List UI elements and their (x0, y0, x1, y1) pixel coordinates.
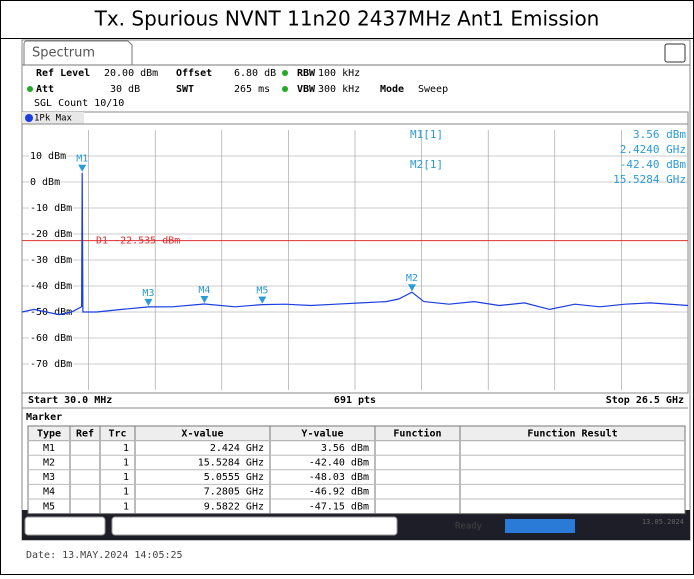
table-cell: M3 (43, 472, 55, 483)
marker (144, 298, 153, 306)
status-state: Ready (455, 522, 483, 532)
y-tick-label: -10 dBm (30, 203, 72, 214)
led (27, 86, 33, 92)
marker (78, 164, 87, 172)
y-tick-label: -30 dBm (30, 255, 72, 266)
status-box (24, 516, 106, 536)
readout-name: M2[1] (410, 158, 443, 171)
table-cell: 1 (123, 472, 129, 483)
table-cell: 5.0555 GHz (204, 472, 264, 483)
setting: SGL Count 10/10 (34, 98, 124, 109)
setting: SWT (176, 84, 194, 95)
table-cell: 1 (123, 458, 129, 469)
table-head: Ref (76, 428, 94, 439)
table-cell: 9.5822 GHz (204, 501, 264, 512)
y-tick-label: -40 dBm (30, 281, 72, 292)
trace-label-bg (22, 112, 84, 124)
setting: 6.80 dB (234, 68, 276, 79)
y-tick-bg (29, 254, 74, 266)
table-head: Trc (108, 428, 126, 439)
table-cell: -47.15 dBm (309, 501, 369, 512)
y-tick-bg (29, 228, 74, 240)
y-tick-bg (29, 202, 74, 214)
readout-y: 3.56 dBm (633, 128, 686, 141)
y-tick-label: 0 dBm (30, 177, 60, 188)
table-head: Function Result (527, 427, 617, 439)
y-tick-bg (29, 332, 74, 344)
setting: VBW (297, 84, 316, 95)
trace-label: 1Pk Max (34, 114, 73, 124)
marker-label: M4 (198, 285, 210, 296)
readout-name: M1[1] (410, 128, 443, 141)
setting: 100 kHz (318, 68, 360, 79)
led (282, 70, 288, 76)
y-tick-bg (29, 306, 74, 318)
progress (505, 519, 575, 533)
setting: Offset (176, 68, 212, 79)
y-tick-label: -70 dBm (30, 359, 72, 370)
readout-y: -42.40 dBm (620, 158, 687, 171)
table-cell: 1 (123, 443, 129, 454)
table-cell: 2.424 GHz (210, 443, 264, 454)
table-cell: 15.5284 GHz (198, 458, 264, 469)
marker (407, 284, 416, 292)
table-head: Type (37, 428, 61, 439)
readout-x: 2.4240 GHz (620, 143, 686, 156)
setting: 265 ms (234, 84, 270, 95)
y-tick-bg (29, 358, 74, 370)
footer-points: 691 pts (334, 395, 376, 406)
table-title: Marker (26, 412, 62, 423)
marker (200, 295, 209, 303)
setting: RBW (297, 68, 316, 79)
y-tick-bg (29, 280, 74, 292)
marker-label: M5 (256, 286, 268, 297)
icon[interactable] (664, 43, 686, 63)
table-cell: M4 (43, 487, 55, 498)
footer-stop: Stop 26.5 GHz (606, 395, 684, 406)
marker (258, 296, 267, 304)
marker-label: M1 (76, 154, 88, 165)
table-cell: -42.40 dBm (309, 458, 369, 469)
y-tick-label: -60 dBm (30, 333, 72, 344)
y-tick-label: 10 dBm (30, 151, 66, 162)
table-head: Function (393, 427, 441, 439)
status-date: 13.05.2024 (642, 518, 684, 526)
table-cell: 3.56 dBm (321, 443, 369, 454)
table-cell: M2 (43, 458, 55, 469)
plot-frame (21, 111, 689, 394)
setting: 300 kHz (318, 84, 360, 95)
marker-label: M3 (142, 288, 154, 299)
setting: 20.00 dBm (104, 68, 158, 79)
setting: Mode (380, 84, 404, 95)
table-head: X-value (181, 428, 223, 439)
marker-label: M2 (406, 273, 418, 284)
table-cell: M1 (43, 443, 55, 454)
table-cell: -46.92 dBm (309, 487, 369, 498)
y-tick-bg (29, 176, 62, 188)
y-tick-label: -20 dBm (30, 229, 72, 240)
table-head: Y-value (301, 428, 343, 439)
tab-label: Spectrum (32, 46, 95, 61)
led (282, 86, 288, 92)
setting: 30 dB (110, 84, 140, 95)
trace (21, 172, 689, 316)
table-cell: 7.2805 GHz (204, 487, 264, 498)
setting: Ref Level (36, 68, 90, 79)
setting: Sweep (418, 84, 448, 95)
table-cell: 1 (123, 501, 129, 512)
table-cell: M5 (43, 501, 55, 512)
tab (23, 40, 133, 65)
window-title: Tx. Spurious NVNT 11n20 2437MHz Ant1 Emi… (94, 7, 600, 31)
setting: Att (36, 84, 54, 95)
y-tick-bg (29, 150, 68, 162)
readout-x: 15.5284 GHz (613, 173, 686, 186)
date-line: Date: 13.MAY.2024 14:05:25 (26, 550, 183, 561)
trace-dot (25, 114, 33, 122)
table-cell: -48.03 dBm (309, 472, 369, 483)
display-line-label: D1 -22.535 dBm (96, 236, 180, 247)
status-box (111, 516, 398, 536)
footer-start: Start 30.0 MHz (28, 395, 112, 406)
table-cell: 1 (123, 487, 129, 498)
